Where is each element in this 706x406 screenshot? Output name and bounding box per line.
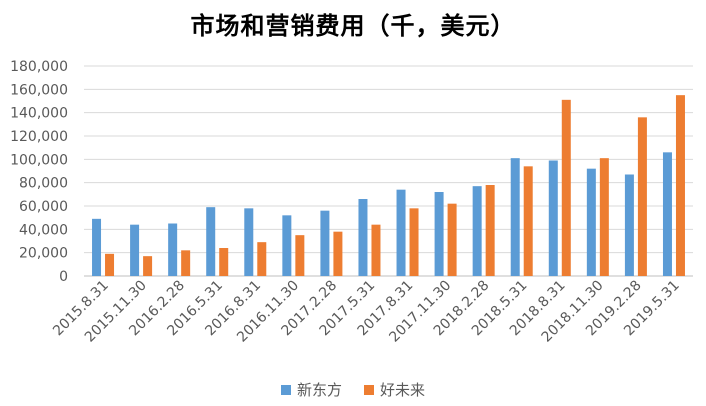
bar-series-2 — [371, 224, 381, 276]
y-tick-label: 140,000 — [10, 106, 68, 122]
bar-series-1 — [510, 158, 520, 276]
bar-series-2 — [105, 253, 115, 276]
bar-series-2 — [181, 250, 191, 276]
bar-series-1 — [434, 192, 444, 276]
bar-series-2 — [143, 256, 153, 276]
bar-series-2 — [561, 99, 571, 276]
bar-series-1 — [472, 186, 482, 276]
bar-series-2 — [257, 242, 267, 276]
bar-series-1 — [548, 160, 558, 276]
bar-series-1 — [586, 168, 596, 276]
legend-item-series-1: 新东方 — [280, 379, 342, 400]
legend: 新东方 好未来 — [0, 379, 706, 400]
legend-swatch-series-2 — [364, 384, 374, 395]
bar-series-1 — [92, 218, 102, 276]
y-tick-label: 40,000 — [19, 222, 68, 238]
y-tick-label: 100,000 — [10, 152, 68, 168]
bar-series-2 — [523, 166, 533, 276]
bar-series-1 — [282, 215, 292, 276]
bar-series-2 — [409, 208, 419, 276]
bar-series-1 — [244, 208, 254, 276]
y-tick-label: 20,000 — [19, 246, 68, 262]
bar-series-2 — [637, 117, 647, 276]
bar-series-2 — [599, 158, 609, 276]
legend-label-series-2: 好未来 — [380, 381, 426, 399]
bar-series-1 — [320, 210, 330, 276]
y-tick-label: 160,000 — [10, 82, 68, 98]
chart-title: 市场和营销费用（千，美元） — [190, 12, 516, 40]
y-tick-label: 80,000 — [19, 176, 68, 192]
y-tick-label: 60,000 — [19, 199, 68, 215]
legend-item-series-2: 好未来 — [364, 379, 425, 400]
bar-series-2 — [295, 235, 305, 276]
bar-series-2 — [219, 248, 229, 276]
bar-series-1 — [206, 207, 216, 276]
y-tick-label: 180,000 — [10, 59, 68, 75]
y-tick-label: 120,000 — [10, 129, 68, 145]
bar-series-2 — [675, 95, 685, 277]
legend-label-series-1: 新东方 — [296, 381, 342, 399]
bar-series-1 — [624, 174, 634, 276]
bar-series-1 — [662, 152, 672, 276]
bar-series-1 — [130, 224, 140, 276]
bar-series-1 — [168, 223, 178, 276]
legend-swatch-series-1 — [280, 384, 291, 395]
bar-series-1 — [396, 189, 406, 276]
bar-series-2 — [485, 185, 495, 276]
y-tick-label: 0 — [59, 269, 68, 285]
bar-series-2 — [447, 203, 457, 276]
bar-series-1 — [358, 199, 368, 276]
bar-series-2 — [333, 231, 343, 276]
